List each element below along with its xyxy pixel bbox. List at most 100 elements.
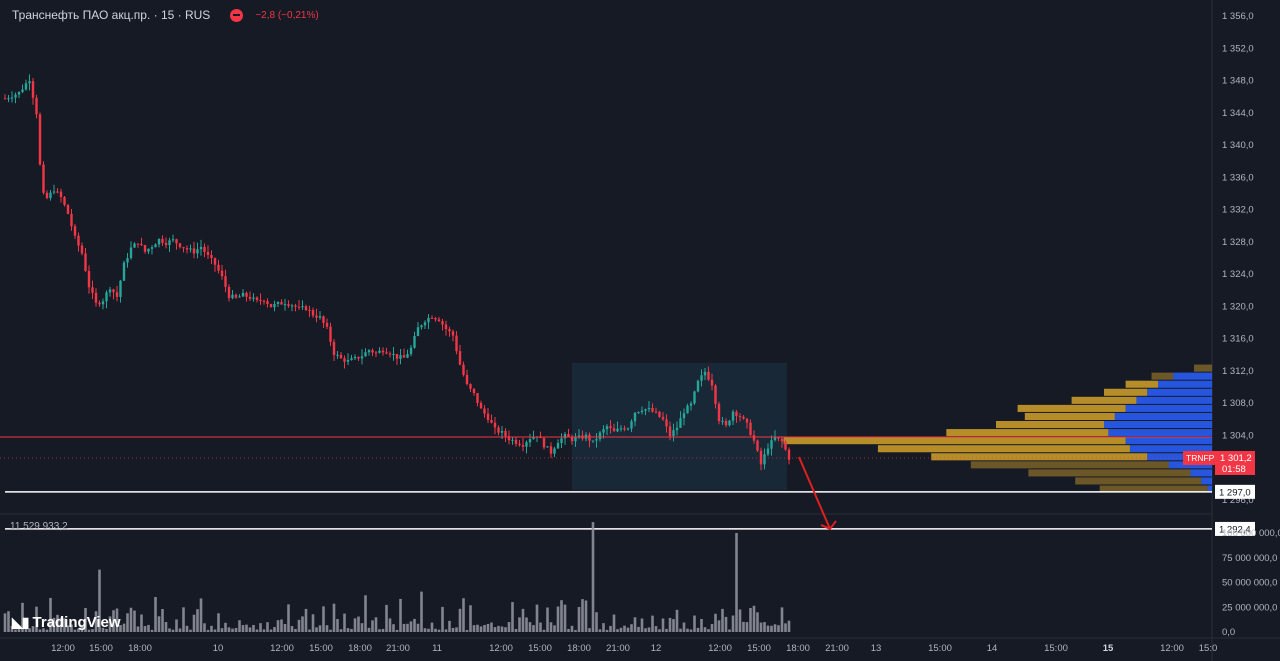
candle-body [364,352,367,357]
candle-body [21,89,24,92]
volume-profile-down-bar [970,461,1169,469]
volume-bar [437,629,441,632]
volume-bar [399,598,402,632]
candle-body [336,354,339,356]
candle-body [500,431,504,433]
candle-body [353,356,357,359]
candle-body [633,412,637,422]
volume-bar [101,627,105,632]
symbol-tag-box [1183,450,1215,465]
candle-body [185,248,189,250]
volume-bar [455,627,458,632]
candle-body [7,98,10,100]
volume-bar [350,628,353,632]
candle-body [444,324,448,330]
candle-body [98,302,101,305]
volume-bar [528,622,532,632]
volume-bar [441,606,444,632]
volume-bar [49,597,52,632]
volume-bar [80,624,84,632]
candle-body [87,270,91,288]
candle-body [105,292,108,302]
volume-bar [735,533,738,632]
time-tick-label: 15:00 [528,643,552,654]
time-tick-label: 12 [651,643,662,654]
volume-bar [346,628,350,632]
candle-body [490,420,493,423]
price-tick-label: 1 316,0 [1222,334,1254,345]
candle-body [686,405,689,414]
volume-profile-up-bar [1201,477,1212,485]
candle-body [395,353,399,359]
candle-body [42,164,45,193]
volume-bar [416,623,420,632]
volume-bar [231,628,234,632]
volume-bar [532,625,535,632]
tradingview-logo[interactable]: ◣▮ TradingView [12,614,121,631]
volume-bar [406,623,409,632]
candle-body [605,426,609,430]
volume-bar [472,625,476,632]
candle-body [311,310,315,316]
candle-body [255,297,259,300]
candle-body [161,238,164,243]
candle-body [175,239,178,244]
volume-bar [360,623,364,632]
candle-body [574,437,577,442]
candle-body [651,407,654,412]
volume-bar [535,604,539,632]
candle-body [784,441,787,450]
volume-bar [602,623,605,632]
candle-body [742,416,745,419]
volume-bar [220,628,224,632]
candle-body [231,294,234,299]
candle-body [77,235,80,246]
price-tick-label: 1 336,0 [1222,172,1254,183]
candle-body [749,422,752,436]
volume-profile-down-bar [1075,477,1202,485]
candle-body [136,243,140,245]
candle-body [388,353,392,355]
candle-body [728,420,731,426]
time-tick-label: 13 [871,643,882,654]
time-tick-label: 18:00 [348,643,372,654]
candle-body [147,248,150,252]
symbol-title[interactable]: Транснефть ПАО акц.пр. · 15 · RUS [12,8,211,22]
projection-arrow-line [798,456,831,530]
candle-body [612,428,616,432]
volume-profile-down-bar [1151,372,1174,380]
volume-bar [539,622,542,632]
volume-bar [686,628,689,632]
volume-bar [84,608,87,632]
level-label-box [1215,521,1255,536]
candle-body [217,264,220,271]
volume-bar [56,614,59,632]
volume-tick-label: 25 000 000,0 [1222,602,1277,613]
volume-bar [164,622,168,632]
candle-body [479,402,483,409]
volume-bar [283,624,287,632]
candle-body [171,239,175,241]
candle-body [49,192,52,199]
volume-bar [241,625,245,632]
candle-body [276,302,280,305]
candle-body [385,352,388,354]
volume-bar [780,607,784,632]
candle-body [483,408,486,414]
candle-body [371,350,374,353]
volume-bar [672,619,675,632]
volume-bar [658,629,661,632]
volume-bar [105,628,108,632]
volume-bar [126,613,129,632]
volume-bar [476,624,479,632]
candle-body [301,306,304,308]
volume-bar [626,627,630,632]
volume-bar [759,622,763,632]
candle-body [710,379,714,386]
volume-bar [486,623,490,632]
candle-body [304,306,308,311]
price-tick-label: 1 340,0 [1222,140,1254,151]
volume-bar [357,616,360,632]
volume-profile-up-bar [1129,445,1212,453]
